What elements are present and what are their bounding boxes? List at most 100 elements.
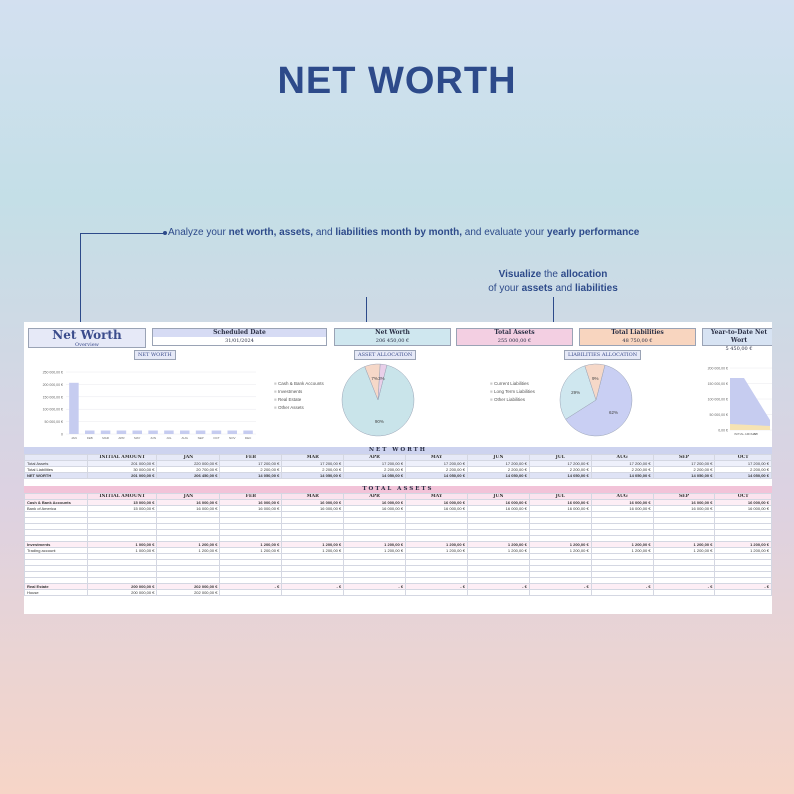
x-tick-label: NOV — [229, 436, 236, 440]
table-row: Total Assets 201 000,00 €220 000,00 €17 2… — [24, 460, 772, 467]
kpi-net-worth: Net Worth 206 450,00 € — [334, 328, 451, 346]
x-tick-label: AUG — [181, 436, 188, 440]
x-tick-label: MAY — [134, 436, 140, 440]
bar — [195, 430, 206, 434]
y-tick-label: 50 000,00 € — [45, 420, 64, 424]
y-tick-label: 200 000,00 € — [708, 367, 728, 371]
table-cell[interactable] — [281, 589, 345, 596]
table-cell[interactable]: 206 450,00 € — [156, 472, 221, 479]
y-tick-label: 100 000,00 € — [43, 408, 63, 412]
kpi-total-assets: Total Assets 255 000,00 € — [456, 328, 573, 346]
table-cell[interactable]: 201 000,00 € — [86, 472, 158, 479]
kpi-value: 206 450,00 € — [375, 338, 410, 344]
bar — [116, 430, 127, 434]
y-tick-label: 250 000,00 € — [43, 371, 63, 375]
kpi-value: 48 750,00 € — [622, 338, 653, 344]
kpi-value: 255 000,00 € — [497, 338, 532, 344]
x-tick-label: JUL — [166, 436, 172, 440]
connector-dot — [163, 231, 167, 235]
net-worth-bar-chart: 250 000,00 € 200 000,00 € 150 000,00 € 100 … — [43, 371, 256, 440]
y-tick-label: 200 000,00 € — [43, 383, 63, 387]
legend-item: Other Liabilities — [490, 396, 535, 404]
table-cell[interactable]: 14 050,00 € — [219, 472, 283, 479]
pie-label: 3% — [378, 376, 385, 381]
table-cell[interactable] — [652, 589, 716, 596]
table-cell[interactable]: NET WORTH — [24, 472, 88, 479]
table-cell[interactable]: 14 050,00 € — [281, 472, 345, 479]
table-cell[interactable]: 14 050,00 € — [405, 472, 468, 479]
sheet-title-text: Net Worth — [52, 328, 122, 342]
callout-visualize: Visualize the allocation of your assets a… — [488, 269, 618, 294]
table-cell[interactable]: 14 050,00 € — [652, 472, 716, 479]
table-cell[interactable] — [714, 589, 772, 596]
legend-item: Other Assets — [274, 404, 324, 412]
table-cell[interactable]: 14 050,00 € — [528, 472, 592, 479]
table-cell[interactable]: House — [24, 589, 88, 596]
bar — [243, 430, 253, 434]
kpi-scheduled-date[interactable]: Scheduled Date 31/01/2024 — [152, 328, 327, 346]
table-cell[interactable] — [528, 589, 592, 596]
x-tick-label: OCT — [213, 436, 220, 440]
table-row: Real Estate 200 000,00 €202 000,00 € - € - … — [24, 583, 772, 590]
connector-line — [80, 233, 81, 409]
kpi-value: 31/01/2024 — [225, 338, 254, 344]
table-cell[interactable]: 14 050,00 € — [343, 472, 407, 479]
asset-allocation-label: ASSET ALLOCATION — [354, 350, 417, 360]
y-tick-label: 50 000,00 € — [710, 413, 729, 417]
y-tick-label: 100 000,00 € — [708, 398, 728, 402]
table-cell[interactable] — [590, 589, 654, 596]
table-cell[interactable]: 14 050,00 € — [590, 472, 654, 479]
table-cell[interactable] — [343, 589, 407, 596]
x-tick-label: JUN — [150, 436, 156, 440]
table-cell[interactable]: 14 050,00 € — [714, 472, 772, 479]
table-cell[interactable] — [219, 589, 283, 596]
kpi-label: Scheduled Date — [153, 329, 326, 337]
table-row — [24, 535, 772, 542]
x-tick-label: SEP — [198, 436, 204, 440]
liabilities-allocation-label: LIABILITIES ALLOCATION — [564, 350, 642, 360]
callout-analyze: Analyze your net worth, assets, and liab… — [168, 227, 640, 238]
total-assets-band: TOTAL ASSETS — [24, 486, 772, 493]
pie-label: 29% — [571, 390, 580, 395]
pie-label: 62% — [609, 410, 618, 415]
bar — [132, 430, 142, 434]
asset-legend: Cash & Bank Accounts Investments Real Es… — [274, 380, 324, 412]
y-tick-label: 150 000,00 € — [43, 395, 63, 399]
pie-slice — [559, 365, 597, 420]
bar — [180, 430, 190, 434]
kpi-label: Net Worth — [375, 329, 410, 336]
bar — [100, 430, 111, 434]
bar — [164, 430, 174, 434]
kpi-label: Total Liabilities — [611, 329, 664, 336]
pie-slice — [584, 363, 606, 401]
net-worth-table: INITIAL AMOUNT JAN FEB MAR APR MAY JUN JUL AUG SE… — [24, 454, 772, 479]
liabilities-allocation-pie: 62% 29% 9% — [559, 363, 633, 437]
ytd-area-chart: 200 000,00 € 150 000,00 € 100 000,00 € 50 0… — [708, 367, 772, 436]
table-cell[interactable]: 14 050,00 € — [466, 472, 530, 479]
table-row: Bank of America 15 000,00 €16 000,00 €16 … — [24, 505, 772, 512]
bar — [69, 382, 79, 434]
connector-line — [80, 233, 165, 234]
kpi-value: 5 450,00 € — [725, 346, 753, 352]
legend-item: Long Term Liabilities — [490, 388, 535, 396]
pie-slice — [377, 363, 388, 401]
net-worth-chart-label: NET WORTH — [134, 350, 176, 360]
table-cell[interactable] — [405, 589, 468, 596]
kpi-total-liabilities: Total Liabilities 48 750,00 € — [579, 328, 696, 346]
x-tick-label: MAR — [102, 436, 110, 440]
pie-label: 7% — [371, 376, 378, 381]
table-cell[interactable]: 200 000,00 € — [86, 589, 158, 596]
legend-item: Investments — [274, 388, 324, 396]
x-tick-label: FEB — [87, 436, 93, 440]
table-row: House 200 000,00 €202 000,00 € — [24, 589, 772, 596]
asset-allocation-pie: 90% 7% 3% — [341, 363, 415, 437]
x-tick-label: JAN — [71, 436, 77, 440]
y-tick-label: 150 000,00 € — [708, 382, 728, 386]
bar — [85, 430, 95, 434]
table-cell[interactable] — [466, 589, 530, 596]
table-row: NET WORTH 201 000,00 €206 450,00 €14 050,… — [24, 472, 772, 479]
area-series — [730, 378, 770, 430]
pie-slice — [341, 364, 415, 437]
sheet-title: Net Worth Overview — [28, 328, 146, 348]
table-cell[interactable]: 202 000,00 € — [156, 589, 221, 596]
